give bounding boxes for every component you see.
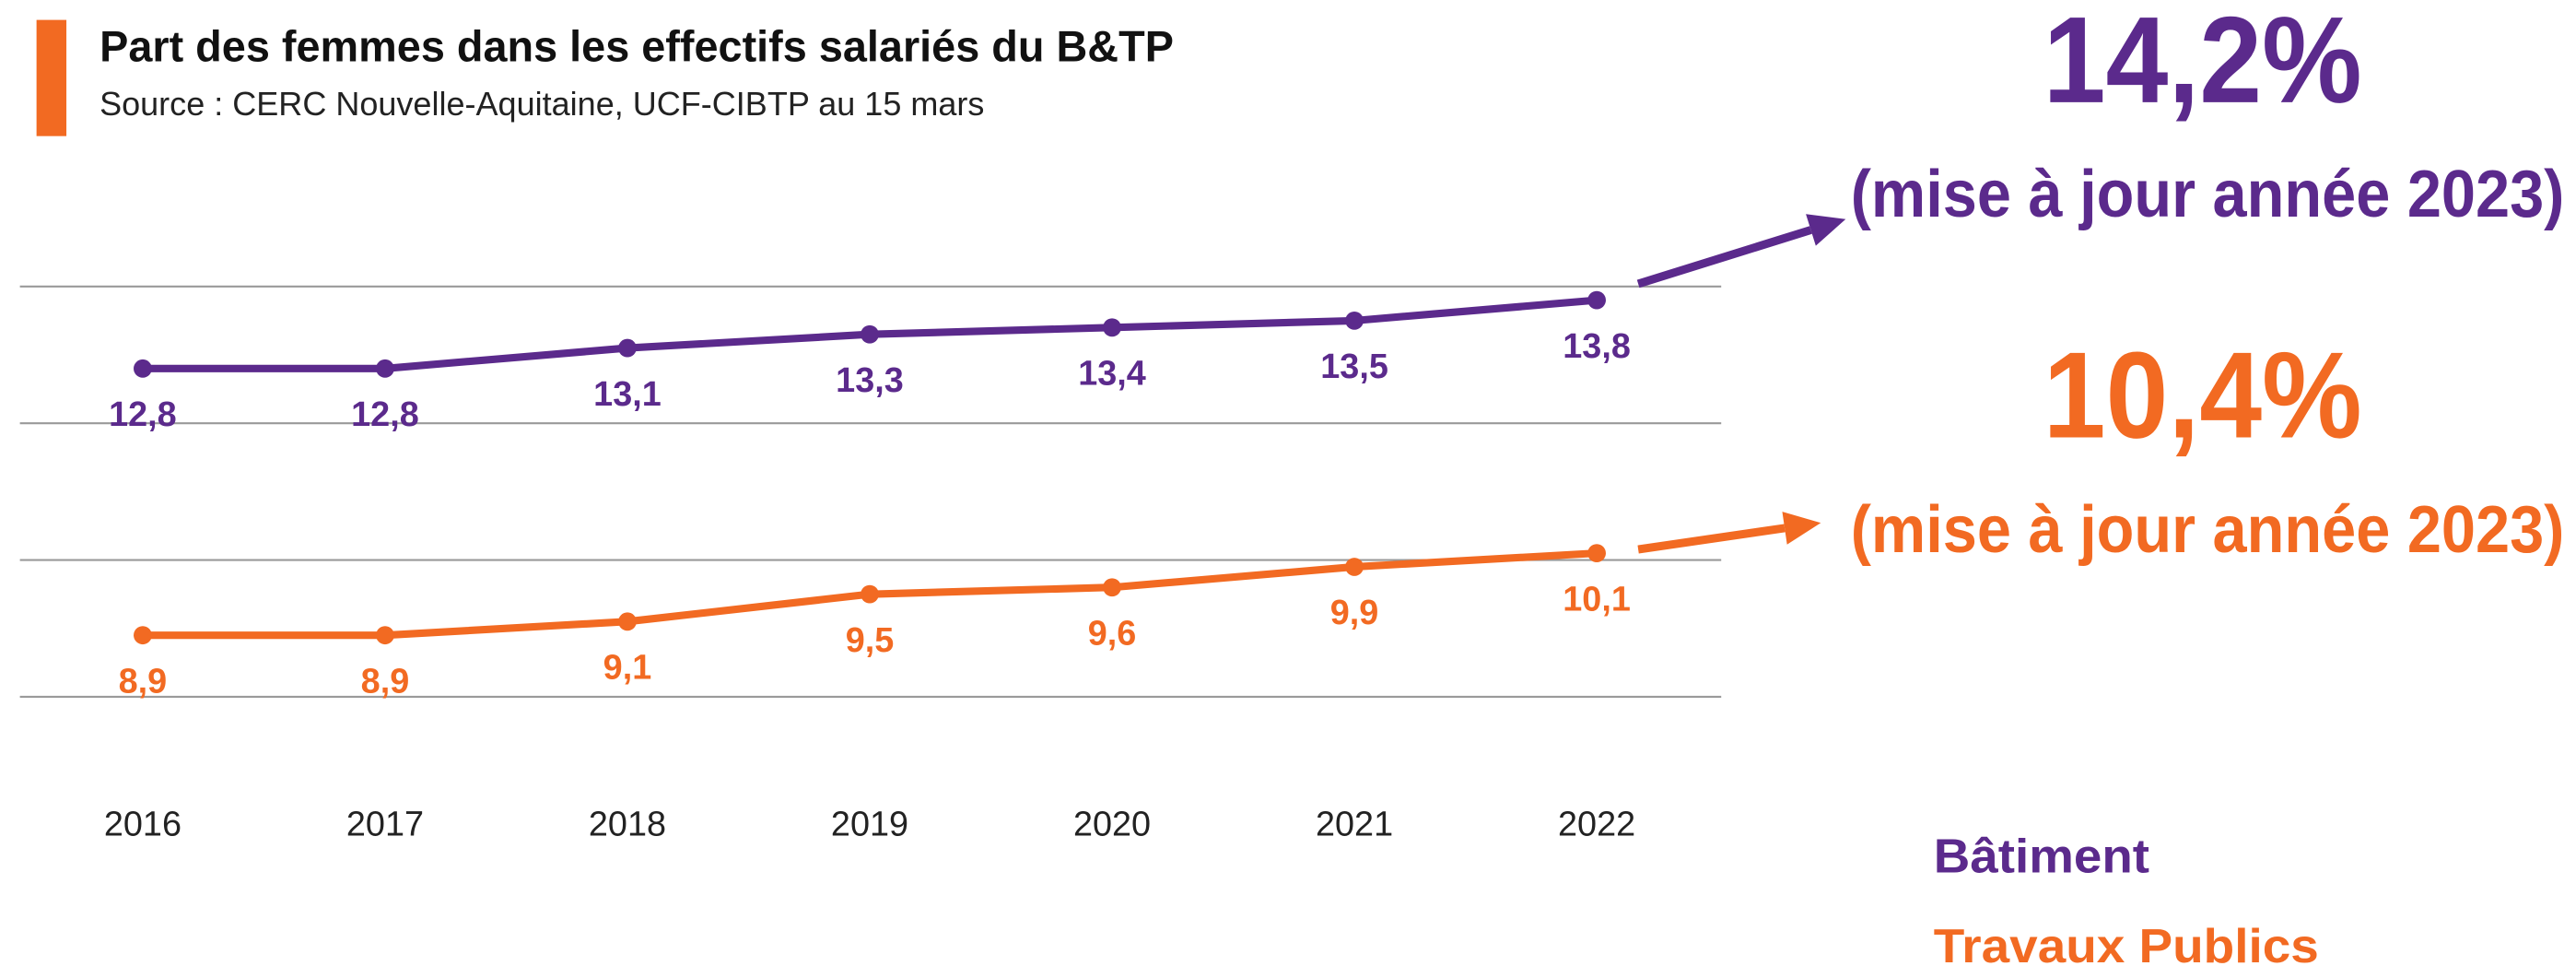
title-accent (36, 19, 67, 136)
x-tick-label: 2017 (346, 806, 424, 844)
data-point (1103, 578, 1121, 597)
annotation-note: (mise à jour année 2023) (1851, 158, 2565, 231)
data-label: 13,1 (593, 375, 662, 414)
data-label: 8,9 (361, 662, 410, 701)
x-tick-label: 2021 (1316, 806, 1393, 844)
x-tick-label: 2016 (104, 806, 181, 844)
data-point (1345, 558, 1364, 576)
annotation-value: 10,4% (2043, 327, 2362, 465)
x-tick-label: 2019 (831, 806, 908, 844)
data-point (861, 324, 879, 344)
x-tick-label: 2022 (1558, 806, 1635, 844)
data-point (1345, 311, 1364, 330)
data-label: 13,4 (1078, 355, 1146, 394)
data-point (134, 626, 152, 645)
data-point (618, 612, 637, 631)
x-tick-label: 2020 (1073, 806, 1151, 844)
data-label: 10,1 (1563, 580, 1631, 618)
chart-subtitle: Source : CERC Nouvelle-Aquitaine, UCF-CI… (100, 85, 984, 123)
data-label: 9,6 (1088, 614, 1137, 653)
data-point (618, 338, 637, 358)
legend-entry: Bâtiment (1934, 831, 2149, 884)
data-point (1587, 290, 1606, 310)
data-point (376, 359, 394, 378)
data-label: 13,3 (836, 361, 904, 400)
arrow-shaft (1636, 226, 1812, 289)
annotation-note: (mise à jour année 2023) (1851, 493, 2565, 567)
data-point (376, 626, 394, 645)
annotation-value: 14,2% (2043, 0, 2362, 129)
data-label: 8,9 (119, 662, 168, 701)
data-label: 9,5 (846, 621, 895, 660)
x-tick-label: 2018 (589, 806, 666, 844)
arrow-head (1806, 214, 1846, 246)
data-label: 9,1 (603, 649, 652, 688)
data-label: 13,8 (1563, 327, 1631, 366)
data-label: 12,8 (109, 395, 177, 434)
legend-entry: Travaux Publics (1934, 920, 2319, 966)
chart-title: Part des femmes dans les effectifs salar… (100, 22, 1174, 70)
arrow-head (1782, 512, 1821, 545)
data-point (1103, 318, 1121, 337)
data-point (861, 584, 879, 604)
data-label: 12,8 (351, 395, 419, 434)
data-point (1587, 544, 1606, 563)
arrow-shaft (1637, 524, 1786, 554)
data-point (134, 359, 152, 378)
data-label: 9,9 (1330, 594, 1379, 632)
data-label: 13,5 (1320, 348, 1388, 386)
